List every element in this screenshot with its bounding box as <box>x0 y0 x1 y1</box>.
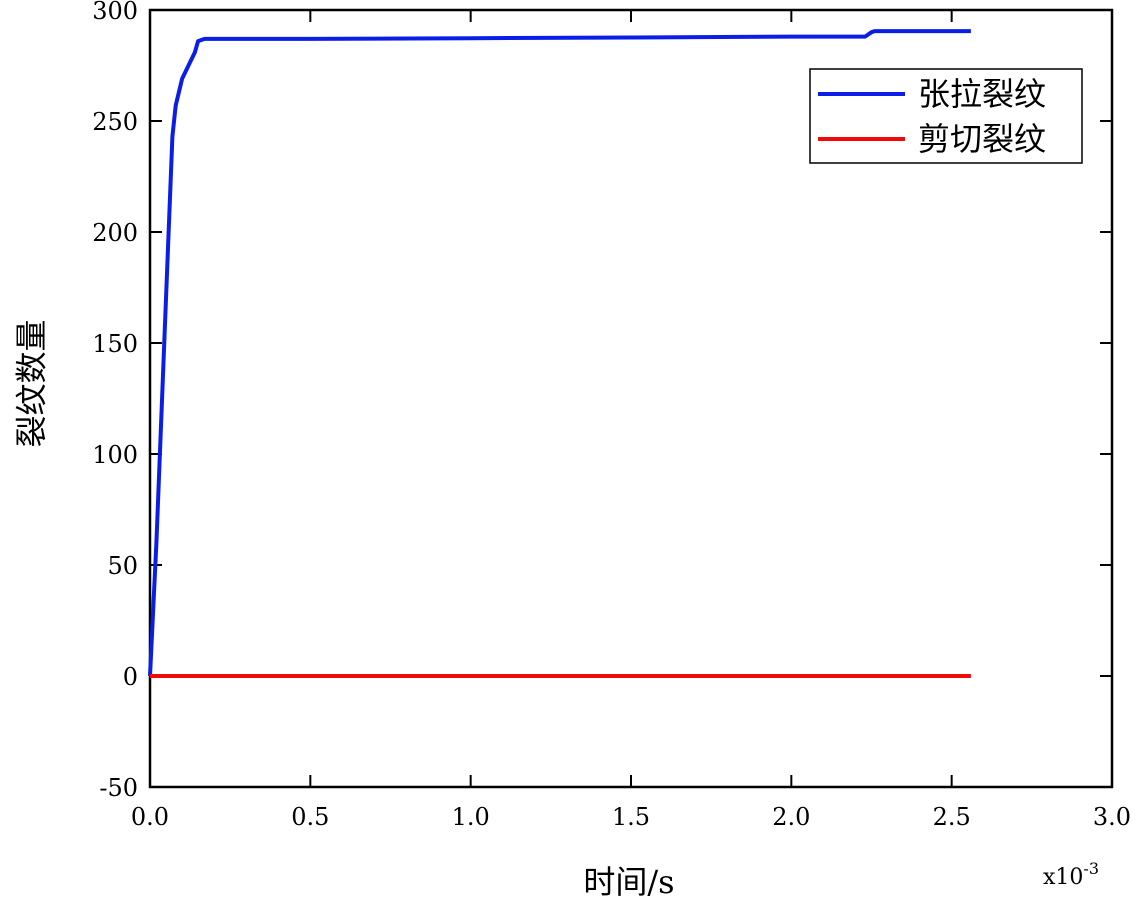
x-axis-exponent-base: x10 <box>1043 865 1083 890</box>
x-axis-label: 时间/s <box>583 863 674 899</box>
legend-box <box>809 68 1083 164</box>
x-tick-label: 0.0 <box>131 803 169 831</box>
series-layer <box>148 29 971 678</box>
y-tick-label: 300 <box>92 0 138 25</box>
legend-label-2: 剪切裂纹 <box>918 120 1046 158</box>
x-tick-label: 3.0 <box>1093 803 1131 831</box>
y-tick-label: 0 <box>123 663 138 691</box>
y-tick-label: -50 <box>99 774 138 802</box>
y-tick-label: 50 <box>107 552 138 580</box>
y-tick-label: 150 <box>92 330 138 358</box>
y-tick-label: 100 <box>92 441 138 469</box>
y-tick-label: 200 <box>92 219 138 247</box>
x-tick-label: 1.0 <box>452 803 490 831</box>
x-tick-label: 0.5 <box>291 803 329 831</box>
y-tick-label: 250 <box>92 108 138 136</box>
x-tick-label: 2.5 <box>933 803 971 831</box>
legend-label-1: 张拉裂纹 <box>918 75 1046 113</box>
series-line-1 <box>148 29 971 677</box>
y-axis-label: 裂纹数量 <box>13 319 51 447</box>
x-axis-exponent-power: -3 <box>1083 859 1099 878</box>
x-tick-label: 2.0 <box>772 803 810 831</box>
x-tick-label: 1.5 <box>612 803 650 831</box>
y-axis-ticks: -50 0 50 100 150 200 250 300 <box>92 0 1112 802</box>
x-axis-ticks: 0.0 0.5 1.0 1.5 2.0 2.5 3.0 <box>131 10 1131 831</box>
x-axis-exponent: x10-3 <box>1043 859 1099 890</box>
